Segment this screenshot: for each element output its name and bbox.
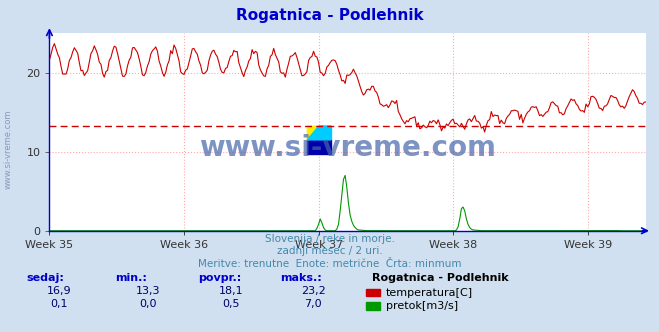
Text: zadnji mesec / 2 uri.: zadnji mesec / 2 uri.: [277, 246, 382, 256]
Text: 0,1: 0,1: [51, 299, 68, 309]
Text: temperatura[C]: temperatura[C]: [386, 288, 473, 298]
Text: www.si-vreme.com: www.si-vreme.com: [199, 134, 496, 162]
FancyBboxPatch shape: [307, 126, 319, 140]
Text: pretok[m3/s]: pretok[m3/s]: [386, 301, 457, 311]
Text: Rogatnica - Podlehnik: Rogatnica - Podlehnik: [372, 273, 509, 283]
Text: maks.:: maks.:: [280, 273, 322, 283]
Text: Slovenija / reke in morje.: Slovenija / reke in morje.: [264, 234, 395, 244]
Text: 0,5: 0,5: [222, 299, 239, 309]
Text: Rogatnica - Podlehnik: Rogatnica - Podlehnik: [236, 8, 423, 23]
Text: 0,0: 0,0: [140, 299, 157, 309]
Text: 16,9: 16,9: [47, 286, 72, 296]
Text: Meritve: trenutne  Enote: metrične  Črta: minmum: Meritve: trenutne Enote: metrične Črta: …: [198, 259, 461, 269]
Polygon shape: [307, 126, 319, 140]
Text: min.:: min.:: [115, 273, 147, 283]
FancyBboxPatch shape: [319, 126, 331, 140]
FancyBboxPatch shape: [307, 140, 331, 154]
Text: 18,1: 18,1: [218, 286, 243, 296]
Text: povpr.:: povpr.:: [198, 273, 241, 283]
Text: 13,3: 13,3: [136, 286, 161, 296]
Polygon shape: [307, 126, 331, 140]
Text: sedaj:: sedaj:: [26, 273, 64, 283]
Text: www.si-vreme.com: www.si-vreme.com: [3, 110, 13, 189]
Text: 23,2: 23,2: [301, 286, 326, 296]
Text: 7,0: 7,0: [304, 299, 322, 309]
